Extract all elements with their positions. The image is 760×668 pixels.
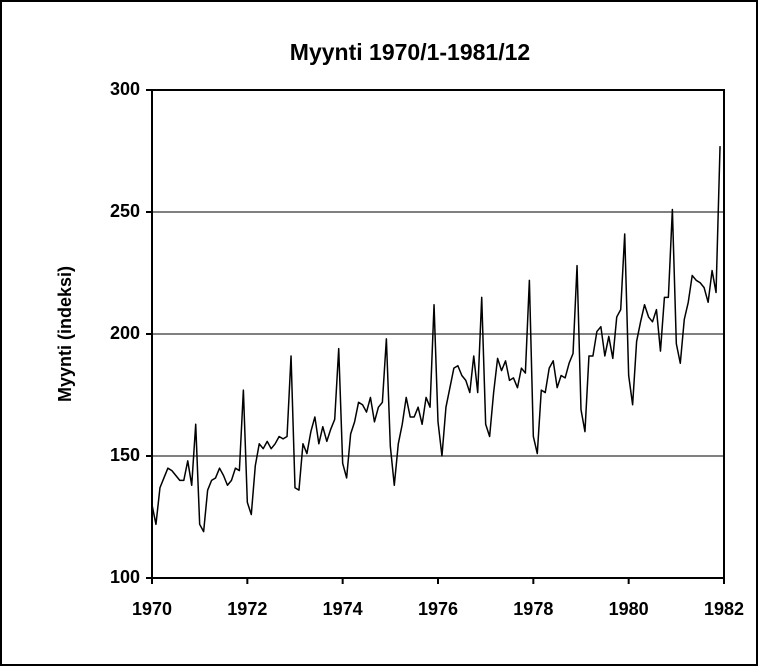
y-tick-label: 150 bbox=[110, 445, 140, 465]
x-tick-label: 1982 bbox=[704, 599, 744, 619]
series-line bbox=[151, 146, 721, 533]
x-tick-label: 1978 bbox=[513, 599, 553, 619]
x-tick-label: 1972 bbox=[227, 599, 267, 619]
x-tick-label: 1970 bbox=[132, 599, 172, 619]
y-tick-label: 200 bbox=[110, 323, 140, 343]
y-axis-label: Myynti (indeksi) bbox=[55, 266, 75, 402]
x-tick-label: 1976 bbox=[418, 599, 458, 619]
y-tick-label: 250 bbox=[110, 201, 140, 221]
x-tick-label: 1980 bbox=[609, 599, 649, 619]
plot-border bbox=[151, 89, 725, 579]
chart-title: Myynti 1970/1-1981/12 bbox=[290, 39, 530, 65]
x-tick-label: 1974 bbox=[323, 599, 363, 619]
y-tick-label: 100 bbox=[110, 567, 140, 587]
y-tick-label: 300 bbox=[110, 79, 140, 99]
